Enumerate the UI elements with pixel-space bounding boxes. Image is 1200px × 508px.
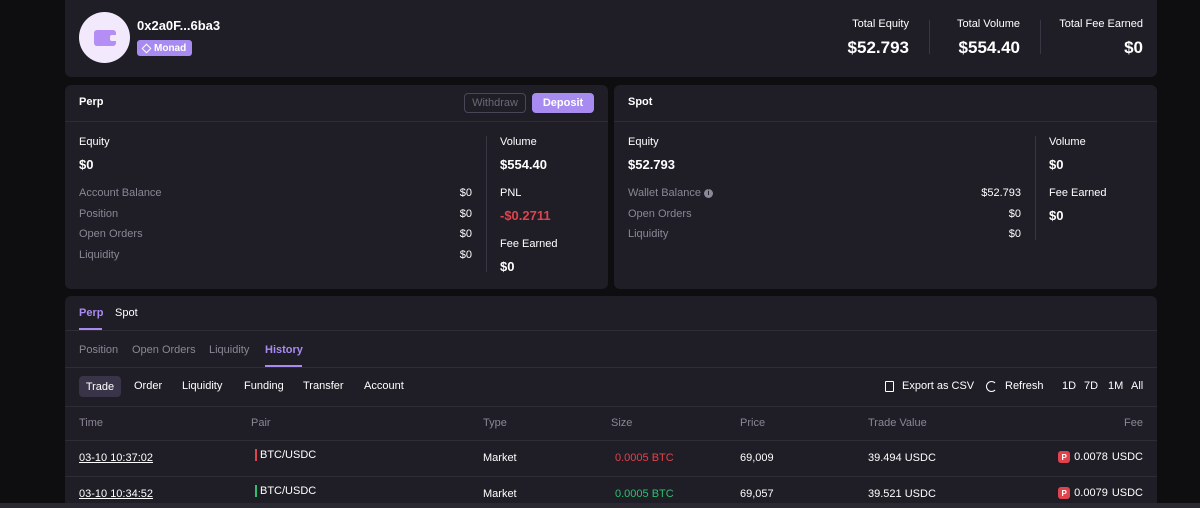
subtab-transfer[interactable]: Transfer (303, 380, 344, 392)
trade-fee: P 0.0079 USDC (1058, 487, 1143, 499)
history-panel: Perp Spot Position Open Orders Liquidity… (65, 296, 1157, 508)
col-fee: Fee (1124, 417, 1143, 429)
perp-row-label: Liquidity (79, 249, 120, 261)
subtab-account[interactable]: Account (364, 380, 404, 392)
trade-value: 39.494 USDC (868, 452, 936, 464)
stat-total-volume-label: Total Volume (957, 18, 1020, 30)
perp-pnl-value: -$0.2711 (500, 208, 551, 223)
spot-row-value: $52.793 (981, 187, 1021, 199)
trade-pair: BTC/USDC (260, 449, 317, 461)
trade-fee: P 0.0078 USDC (1058, 451, 1143, 463)
spot-fee-value: $0 (1049, 208, 1064, 223)
col-type: Type (483, 417, 507, 429)
export-csv-button[interactable]: Export as CSV (885, 380, 974, 392)
perp-title: Perp (79, 96, 104, 108)
stat-total-equity-value: $52.793 (847, 38, 909, 57)
subtab-liquidity[interactable]: Liquidity (182, 380, 223, 392)
trade-type: Market (483, 452, 517, 464)
spot-volume-label: Volume (1049, 136, 1086, 148)
stat-total-volume-value: $554.40 (958, 38, 1020, 57)
refresh-icon (986, 380, 997, 392)
tab-liquidity[interactable]: Liquidity (209, 344, 250, 356)
perp-row-value: $0 (459, 228, 472, 240)
perp-fee-value: $0 (500, 259, 515, 274)
perp-row-label: Position (79, 208, 119, 220)
spot-row-label: Open Orders (628, 208, 692, 220)
perp-volume-value: $554.40 (500, 157, 547, 172)
withdraw-button[interactable]: Withdraw (464, 93, 526, 113)
range-all[interactable]: All (1131, 380, 1144, 392)
perp-pnl-label: PNL (500, 187, 522, 199)
spot-row-value: $0 (1008, 208, 1021, 220)
spot-title: Spot (628, 96, 653, 108)
stat-total-fee-value: $0 (1124, 38, 1143, 57)
col-size: Size (611, 417, 633, 429)
refresh-button[interactable]: Refresh (986, 380, 1044, 392)
subtab-trade[interactable]: Trade (79, 376, 121, 397)
side-marker (255, 485, 257, 497)
horizontal-scrollbar[interactable] (0, 503, 1200, 508)
avatar (79, 12, 130, 63)
perp-row-label: Open Orders (79, 228, 143, 240)
wallet-address[interactable]: 0x2a0F...6ba3 (137, 18, 221, 33)
trade-time-link[interactable]: 03-10 10:34:52 (79, 488, 154, 500)
spot-row-label: Liquidity (628, 228, 669, 240)
perp-panel: Perp Withdraw Deposit Equity $0 Account … (65, 85, 608, 289)
tab-open-orders[interactable]: Open Orders (132, 344, 196, 356)
spot-panel: Spot Equity $52.793 Wallet Balance i $52… (614, 85, 1157, 289)
trade-value: 39.521 USDC (868, 488, 936, 500)
range-1d[interactable]: 1D (1062, 380, 1077, 392)
range-7d[interactable]: 7D (1084, 380, 1099, 392)
side-marker (255, 449, 257, 461)
spot-row-label: Wallet Balance (628, 187, 701, 199)
perp-equity-value: $0 (79, 157, 94, 172)
network-badge: Monad (137, 40, 193, 56)
stat-total-fee-label: Total Fee Earned (1059, 18, 1143, 30)
spot-equity-label: Equity (628, 136, 659, 148)
trade-time-link[interactable]: 03-10 10:37:02 (79, 452, 154, 464)
spot-fee-label: Fee Earned (1049, 187, 1107, 199)
spot-row-value: $0 (1008, 228, 1021, 240)
perp-volume-label: Volume (500, 136, 537, 148)
subtab-order[interactable]: Order (134, 380, 163, 392)
tab-history[interactable]: History (265, 344, 303, 356)
wallet-icon (93, 29, 118, 46)
spot-equity-value: $52.793 (628, 157, 675, 172)
tab-perp[interactable]: Perp (79, 307, 104, 319)
tab-spot[interactable]: Spot (115, 307, 138, 319)
fee-token-icon: P (1058, 451, 1071, 463)
monad-icon (141, 43, 152, 53)
col-time: Time (79, 417, 104, 429)
col-price: Price (740, 417, 766, 429)
info-icon[interactable]: i (704, 189, 713, 198)
trade-price: 69,009 (740, 452, 774, 464)
perp-row-value: $0 (459, 187, 472, 199)
trade-type: Market (483, 488, 517, 500)
col-trade-value: Trade Value (868, 417, 927, 429)
trade-size: 0.0005 BTC (615, 452, 674, 464)
subtab-funding[interactable]: Funding (244, 380, 284, 392)
perp-row-value: $0 (459, 249, 472, 261)
trade-price: 69,057 (740, 488, 774, 500)
account-header: 0x2a0F...6ba3 Monad Total Equity $52.793… (65, 0, 1157, 77)
range-1m[interactable]: 1M (1108, 380, 1124, 392)
fee-token-icon: P (1058, 487, 1071, 499)
perp-row-label: Account Balance (79, 187, 162, 199)
perp-equity-label: Equity (79, 136, 110, 148)
stat-total-equity-label: Total Equity (852, 18, 909, 30)
col-pair: Pair (251, 417, 271, 429)
tab-position[interactable]: Position (79, 344, 119, 356)
spot-volume-value: $0 (1049, 157, 1064, 172)
csv-file-icon (885, 380, 894, 392)
perp-fee-label: Fee Earned (500, 238, 558, 250)
perp-row-value: $0 (459, 208, 472, 220)
deposit-button[interactable]: Deposit (532, 93, 594, 113)
trade-pair: BTC/USDC (260, 485, 317, 497)
trade-size: 0.0005 BTC (615, 488, 674, 500)
